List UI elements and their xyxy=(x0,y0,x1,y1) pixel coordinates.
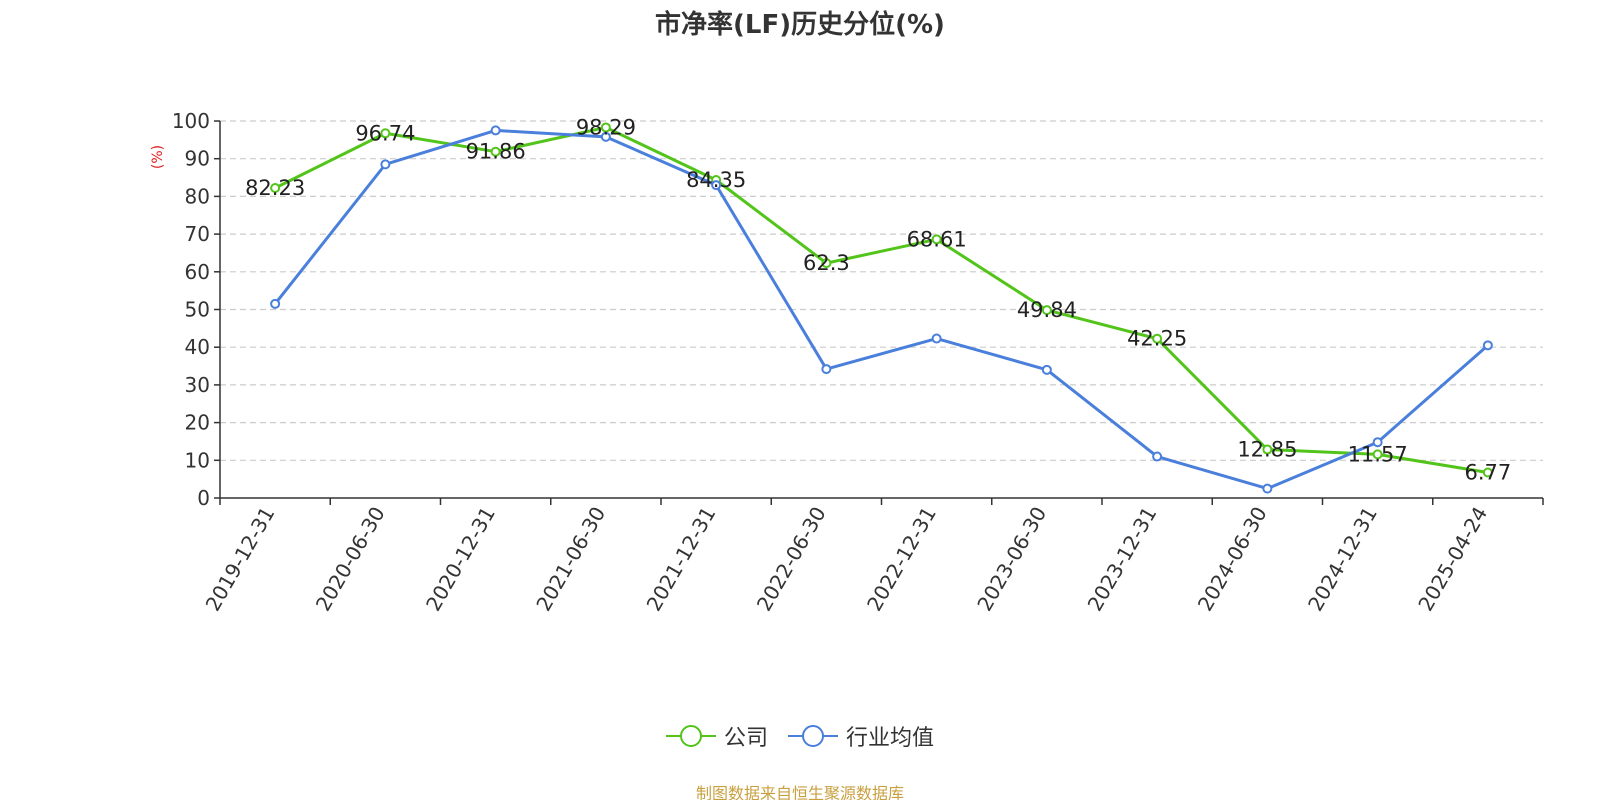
x-tick-label: 2020-12-31 xyxy=(421,503,500,616)
y-tick-label: 80 xyxy=(185,184,210,208)
series-line-industry-avg xyxy=(273,128,1489,491)
y-tick-label: 30 xyxy=(185,373,210,397)
data-label-company: 6.77 xyxy=(1464,460,1511,484)
legend-item-industry-avg[interactable]: 行业均值 xyxy=(788,720,934,752)
data-point-industry-avg xyxy=(380,159,391,170)
data-point-industry-avg xyxy=(1152,451,1163,462)
data-label-company: 98.29 xyxy=(576,115,636,139)
data-point-industry-avg xyxy=(1482,340,1493,351)
x-tick-label: 2021-06-30 xyxy=(531,503,610,616)
data-point-company xyxy=(600,122,611,133)
y-axis-label: (%) xyxy=(150,145,166,169)
x-tick-label: 2024-06-30 xyxy=(1193,503,1272,616)
data-labels: 82.23 96.74 91.86 98.29 84.35 62.3 68.61 49.84 4… xyxy=(245,115,1511,484)
data-point-industry-avg xyxy=(1372,437,1383,448)
data-point-industry-avg xyxy=(490,125,501,136)
data-point-industry-avg xyxy=(931,333,942,344)
data-point-company xyxy=(490,146,501,157)
data-point-company xyxy=(1262,444,1273,455)
x-tick-label: 2020-06-30 xyxy=(311,503,390,616)
x-tick-label: 2024-12-31 xyxy=(1303,503,1382,616)
y-tick-label: 20 xyxy=(185,411,210,435)
x-tick-label: 2022-06-30 xyxy=(752,503,831,616)
data-point-industry-avg xyxy=(600,131,611,142)
series-lines xyxy=(270,122,1493,494)
y-tick-label: 90 xyxy=(185,147,210,171)
data-label-company: 91.86 xyxy=(466,140,526,164)
chart-title: 市净率(LF)历史分位(%) xyxy=(655,10,945,40)
data-label-company: 82.23 xyxy=(245,176,305,200)
source-note: 制图数据来自恒生聚源数据库 xyxy=(695,784,904,800)
data-label-company: 84.35 xyxy=(686,168,746,192)
data-label-company: 42.25 xyxy=(1127,327,1187,351)
y-tick-label: 70 xyxy=(185,222,210,246)
legend-marker-industry-icon xyxy=(788,725,838,747)
y-tick-label: 100 xyxy=(172,109,210,133)
data-label-company: 49.84 xyxy=(1017,298,1077,322)
data-point-industry-avg xyxy=(1041,364,1052,375)
data-point-company xyxy=(380,128,391,139)
data-point-industry-avg xyxy=(821,364,832,375)
data-label-company: 12.85 xyxy=(1237,438,1297,462)
y-tick-label: 40 xyxy=(185,335,210,359)
legend-item-company[interactable]: 公司 xyxy=(665,720,768,752)
x-tick-label: 2021-12-31 xyxy=(642,503,721,616)
data-point-company xyxy=(1152,333,1163,344)
data-point-industry-avg xyxy=(711,180,722,191)
data-label-company: 96.74 xyxy=(355,121,415,145)
legend: 公司 行业均值 xyxy=(0,720,1600,752)
data-point-company xyxy=(821,258,832,269)
data-point-company xyxy=(270,182,281,193)
x-tick-label: 2023-12-31 xyxy=(1083,503,1162,616)
data-point-company xyxy=(1041,305,1052,316)
data-label-company: 62.3 xyxy=(803,251,850,275)
legend-label-industry-avg: 行业均值 xyxy=(846,726,935,751)
data-point-company xyxy=(931,234,942,245)
data-point-company xyxy=(1372,449,1383,460)
x-tick-label: 2025-04-24 xyxy=(1413,503,1492,616)
x-tick-label: 2019-12-31 xyxy=(201,503,280,616)
data-label-company: 68.61 xyxy=(907,227,967,251)
data-label-company: 11.57 xyxy=(1348,442,1408,466)
data-point-company xyxy=(1482,467,1493,478)
legend-marker-company-icon xyxy=(665,725,716,747)
data-point-industry-avg xyxy=(1262,483,1273,494)
y-tick-label: 60 xyxy=(185,260,210,284)
x-tick-label: 2022-12-31 xyxy=(862,503,941,616)
y-tick-label: 10 xyxy=(185,448,210,472)
legend-label-company: 公司 xyxy=(723,726,768,751)
series-line-company xyxy=(274,125,1489,474)
y-tick-label: 0 xyxy=(197,486,210,510)
grid-lines xyxy=(220,120,1543,461)
y-tick-label: 50 xyxy=(185,298,210,322)
data-point-industry-avg xyxy=(270,298,281,309)
x-tick-label: 2023-06-30 xyxy=(972,503,1051,616)
